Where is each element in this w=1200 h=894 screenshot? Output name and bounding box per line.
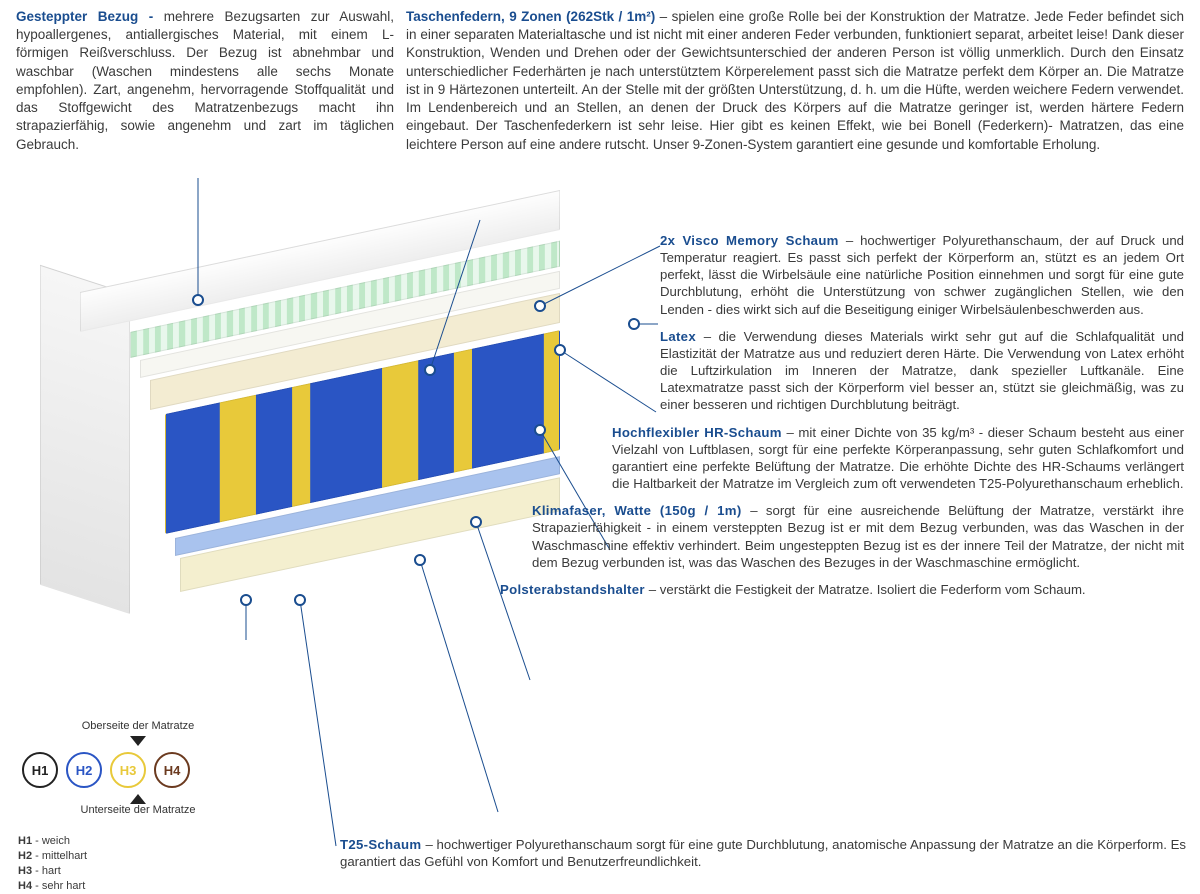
cover-body: mehrere Bezugsarten zur Auswahl, hypoall… bbox=[16, 9, 394, 152]
callout-t25-body: – hochwertiger Polyurethanschaum sorgt f… bbox=[340, 837, 1186, 869]
right-callouts: 2x Visco Memory Schaum – hochwertiger Po… bbox=[680, 232, 1184, 608]
hardness-circle-h3: H3 bbox=[110, 752, 146, 788]
callout-spacer: Polsterabstandshalter – verstärkt die Fe… bbox=[500, 581, 1184, 598]
callout-latex-title: Latex bbox=[660, 329, 704, 344]
hardness-list-item: H1 - weich bbox=[18, 834, 87, 849]
hardness-circle-h1: H1 bbox=[22, 752, 58, 788]
callout-klima-title: Klimafaser, Watte (150g / 1m) bbox=[532, 503, 750, 518]
callout-spacer-title: Polsterabstandshalter bbox=[500, 582, 649, 597]
hardness-circle-h2: H2 bbox=[66, 752, 102, 788]
callout-latex: Latex – die Verwendung dieses Materials … bbox=[660, 328, 1184, 414]
callout-hr-foam: Hochflexibler HR-Schaum – mit einer Dich… bbox=[612, 424, 1184, 493]
legend-bottom-label: Unterseite der Matratze bbox=[18, 804, 258, 816]
callout-spacer-body: – verstärkt die Festigkeit der Matratze.… bbox=[649, 582, 1086, 597]
springs-body: – spielen eine große Rolle bei der Konst… bbox=[406, 9, 1184, 152]
callout-klimafaser: Klimafaser, Watte (150g / 1m) – sorgt fü… bbox=[532, 502, 1184, 571]
mattress-illustration bbox=[20, 252, 620, 672]
triangle-up-icon bbox=[130, 794, 146, 804]
cover-title: Gesteppter Bezug - bbox=[16, 9, 164, 24]
hardness-list-item: H4 - sehr hart bbox=[18, 879, 87, 894]
legend-top-label: Oberseite der Matratze bbox=[18, 720, 258, 732]
top-left-section: Gesteppter Bezug - mehrere Bezugsarten z… bbox=[16, 8, 394, 154]
callout-visco-title: 2x Visco Memory Schaum bbox=[660, 233, 846, 248]
callout-visco: 2x Visco Memory Schaum – hochwertiger Po… bbox=[660, 232, 1184, 318]
callout-hr-title: Hochflexibler HR-Schaum bbox=[612, 425, 787, 440]
callout-t25-title: T25-Schaum bbox=[340, 837, 425, 852]
hardness-list-item: H2 - mittelhart bbox=[18, 849, 87, 864]
triangle-down-icon bbox=[130, 736, 146, 746]
top-right-section: Taschenfedern, 9 Zonen (262Stk / 1m²) – … bbox=[406, 8, 1184, 154]
hardness-list: H1 - weichH2 - mittelhartH3 - hartH4 - s… bbox=[18, 834, 87, 893]
hardness-legend: Oberseite der Matratze H1H2H3H4 Untersei… bbox=[18, 720, 258, 820]
callout-t25: T25-Schaum – hochwertiger Polyurethansch… bbox=[340, 836, 1186, 870]
springs-title: Taschenfedern, 9 Zonen (262Stk / 1m²) bbox=[406, 9, 660, 24]
hardness-list-item: H3 - hart bbox=[18, 864, 87, 879]
hardness-circle-h4: H4 bbox=[154, 752, 190, 788]
callout-latex-body: – die Verwendung dieses Materials wirkt … bbox=[660, 329, 1184, 413]
